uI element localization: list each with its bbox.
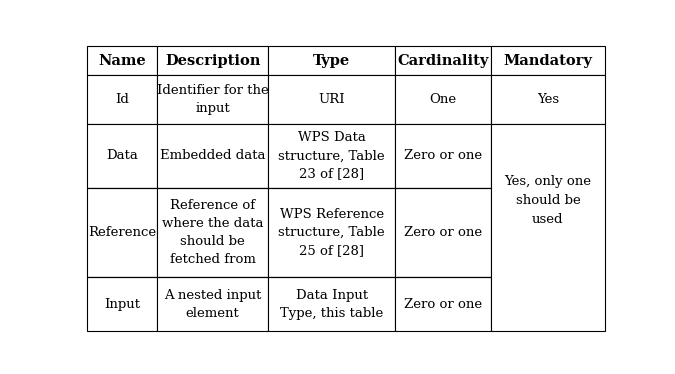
Bar bbox=[491, 75, 605, 124]
Bar bbox=[395, 124, 491, 188]
Text: Description: Description bbox=[165, 54, 261, 68]
Bar bbox=[157, 46, 268, 75]
Bar bbox=[87, 124, 157, 188]
Bar bbox=[87, 188, 157, 277]
Bar bbox=[87, 46, 157, 75]
Text: Zero or one: Zero or one bbox=[404, 226, 482, 239]
Bar bbox=[395, 188, 491, 277]
Bar bbox=[157, 75, 268, 124]
Bar bbox=[268, 124, 395, 188]
Bar bbox=[157, 277, 268, 331]
Bar bbox=[87, 277, 157, 331]
Bar bbox=[157, 188, 268, 277]
Bar bbox=[268, 46, 395, 75]
Text: Id: Id bbox=[115, 93, 129, 106]
Bar bbox=[491, 46, 605, 75]
Bar bbox=[268, 277, 395, 331]
Text: URI: URI bbox=[319, 93, 345, 106]
Text: Name: Name bbox=[98, 54, 146, 68]
Text: Reference of
where the data
should be
fetched from: Reference of where the data should be fe… bbox=[162, 199, 263, 266]
Text: Yes, only one
should be
used: Yes, only one should be used bbox=[504, 175, 591, 226]
Bar bbox=[87, 75, 157, 124]
Text: Zero or one: Zero or one bbox=[404, 298, 482, 310]
Text: Reference: Reference bbox=[88, 226, 156, 239]
Text: A nested input
element: A nested input element bbox=[164, 289, 261, 320]
Text: WPS Reference
structure, Table
25 of [28]: WPS Reference structure, Table 25 of [28… bbox=[278, 208, 385, 257]
Bar bbox=[157, 124, 268, 188]
Bar bbox=[268, 75, 395, 124]
Text: Input: Input bbox=[104, 298, 140, 310]
Text: Identifier for the
input: Identifier for the input bbox=[157, 84, 269, 115]
Text: Embedded data: Embedded data bbox=[160, 149, 265, 162]
Bar bbox=[395, 46, 491, 75]
Text: Type: Type bbox=[313, 54, 350, 68]
Text: Data Input
Type, this table: Data Input Type, this table bbox=[280, 289, 383, 320]
Text: Zero or one: Zero or one bbox=[404, 149, 482, 162]
Text: One: One bbox=[429, 93, 456, 106]
Bar bbox=[395, 75, 491, 124]
Text: Yes: Yes bbox=[537, 93, 559, 106]
Text: Cardinality: Cardinality bbox=[398, 54, 489, 68]
Bar bbox=[395, 277, 491, 331]
Text: Data: Data bbox=[106, 149, 138, 162]
Text: Mandatory: Mandatory bbox=[504, 54, 593, 68]
Bar bbox=[268, 188, 395, 277]
Text: WPS Data
structure, Table
23 of [28]: WPS Data structure, Table 23 of [28] bbox=[278, 131, 385, 180]
Bar bbox=[491, 124, 605, 331]
